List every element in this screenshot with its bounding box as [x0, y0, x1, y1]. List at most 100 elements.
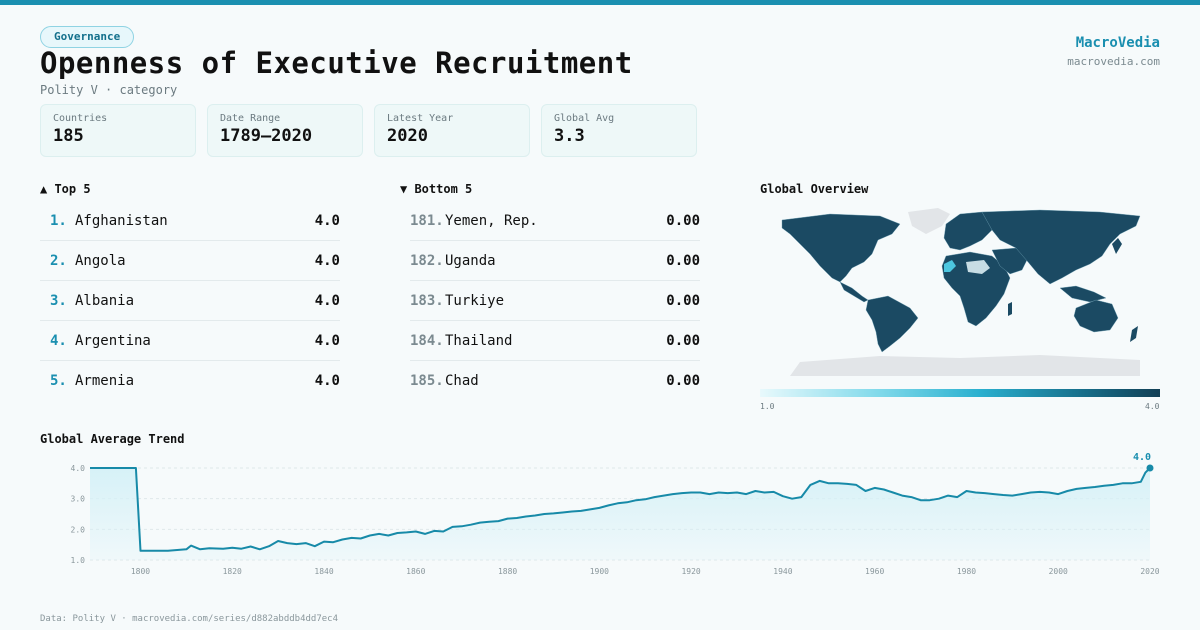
map-region-japan	[1112, 238, 1122, 254]
country-value: 0.00	[666, 292, 700, 309]
map-region-south-america	[865, 295, 919, 353]
bottom5-row[interactable]: 182. Uganda 0.00	[410, 241, 700, 281]
top-accent-bar	[0, 0, 1200, 5]
map-region-north-america	[781, 213, 901, 283]
top5-heading: ▲ Top 5	[40, 182, 91, 196]
x-tick-label: 1800	[131, 567, 150, 576]
map-color-scale	[760, 389, 1160, 397]
country-name: Argentina	[75, 332, 151, 349]
y-tick-label: 4.0	[71, 464, 86, 473]
footer-source: Data: Polity V · macrovedia.com/series/d…	[40, 614, 339, 624]
country-name: Albania	[75, 292, 135, 309]
bottom5-row[interactable]: 181. Yemen, Rep. 0.00	[410, 201, 700, 241]
x-tick-label: 1860	[406, 567, 425, 576]
world-map-svg	[781, 208, 1141, 376]
stat-value: 1789–2020	[220, 126, 313, 146]
map-region-greenland	[908, 208, 950, 234]
brand-name[interactable]: MacroVedia	[1075, 35, 1160, 51]
trend-end-label: 4.0	[1133, 452, 1151, 463]
rank-number: 183.	[410, 292, 444, 309]
x-tick-label: 1820	[223, 567, 242, 576]
trend-area	[90, 468, 1150, 560]
map-region-central-america	[839, 281, 869, 303]
x-tick-label: 1840	[314, 567, 333, 576]
bottom5-row[interactable]: 184. Thailand 0.00	[410, 321, 700, 361]
brand: MacroVedia macrovedia.com	[1067, 35, 1160, 68]
stat-card-countries: Countries 185	[40, 104, 196, 157]
top5-row[interactable]: 5. Armenia 4.0	[40, 361, 340, 401]
rank-number: 182.	[410, 252, 444, 269]
country-value: 4.0	[314, 212, 340, 229]
y-tick-label: 1.0	[71, 556, 86, 565]
bottom5-row[interactable]: 185. Chad 0.00	[410, 361, 700, 401]
country-value: 4.0	[314, 292, 340, 309]
map-region-new-zealand	[1130, 326, 1138, 342]
stat-value: 3.3	[554, 126, 585, 146]
rank-number: 2.	[50, 252, 67, 269]
country-value: 0.00	[666, 212, 700, 229]
rank-number: 3.	[50, 292, 67, 309]
rank-number: 5.	[50, 373, 67, 389]
country-name: Angola	[75, 252, 126, 269]
map-region-australia	[1073, 299, 1119, 333]
country-value: 4.0	[314, 373, 340, 389]
map-region-nodata-africa	[966, 260, 990, 274]
top5-row[interactable]: 1. Afghanistan 4.0	[40, 201, 340, 241]
top5-row[interactable]: 3. Albania 4.0	[40, 281, 340, 321]
rank-number: 185.	[410, 373, 444, 389]
y-tick-label: 3.0	[71, 495, 86, 504]
map-region-madagascar	[1008, 302, 1012, 316]
bottom5-heading: ▼ Bottom 5	[400, 182, 473, 196]
map-region-asia	[981, 209, 1141, 285]
country-name: Uganda	[445, 252, 496, 269]
top5-row[interactable]: 2. Angola 4.0	[40, 241, 340, 281]
x-tick-label: 1980	[957, 567, 976, 576]
y-tick-label: 2.0	[71, 525, 86, 534]
stat-value: 185	[53, 126, 84, 146]
x-tick-label: 1880	[498, 567, 517, 576]
country-name: Chad	[445, 373, 479, 389]
map-region-europe	[943, 211, 997, 251]
world-map[interactable]	[760, 204, 1160, 380]
top5-row[interactable]: 4. Argentina 4.0	[40, 321, 340, 361]
stat-label: Countries	[53, 113, 108, 124]
page-title: Openness of Executive Recruitment	[40, 46, 633, 80]
page-subtitle: Polity V · category	[40, 83, 178, 97]
rank-number: 181.	[410, 212, 444, 229]
stat-value: 2020	[387, 126, 428, 146]
category-badge[interactable]: Governance	[40, 26, 135, 48]
trend-heading: Global Average Trend	[40, 432, 185, 446]
map-region-southeast-asia	[1059, 285, 1107, 303]
map-heading: Global Overview	[760, 182, 869, 196]
stat-label: Date Range	[220, 113, 281, 124]
scale-max-label: 4.0	[1145, 402, 1160, 411]
country-name: Turkiye	[445, 292, 505, 309]
x-tick-label: 1960	[865, 567, 884, 576]
x-tick-label: 2020	[1140, 567, 1159, 576]
brand-url[interactable]: macrovedia.com	[1067, 55, 1160, 68]
stat-label: Global Avg	[554, 113, 615, 124]
trend-line	[90, 467, 1151, 552]
bottom5-list: 181. Yemen, Rep. 0.00 182. Uganda 0.00 1…	[410, 201, 700, 401]
stat-label: Latest Year	[387, 113, 454, 124]
trend-end-point	[1146, 464, 1154, 472]
country-name: Thailand	[445, 332, 513, 349]
bottom5-row[interactable]: 183. Turkiye 0.00	[410, 281, 700, 321]
map-region-antarctica	[790, 355, 1140, 376]
country-name: Afghanistan	[75, 212, 168, 229]
country-name: Armenia	[75, 373, 135, 389]
stat-card-latest-year: Latest Year 2020	[374, 104, 530, 157]
map-region-highlight	[944, 260, 956, 272]
stat-card-global-avg: Global Avg 3.3	[541, 104, 697, 157]
trend-chart[interactable]: 1.0 2.0 3.0 4.0 1800 1820 1840 1860 1880 1900 1920…	[40, 448, 1170, 583]
rank-number: 1.	[50, 212, 67, 229]
country-name: Yemen, Rep.	[445, 212, 538, 229]
scale-min-label: 1.0	[760, 402, 775, 411]
country-value: 0.00	[666, 373, 700, 389]
x-tick-label: 1940	[773, 567, 792, 576]
country-value: 4.0	[314, 252, 340, 269]
country-value: 0.00	[666, 252, 700, 269]
x-tick-label: 2000	[1049, 567, 1068, 576]
country-value: 0.00	[666, 332, 700, 349]
rank-number: 4.	[50, 332, 67, 349]
